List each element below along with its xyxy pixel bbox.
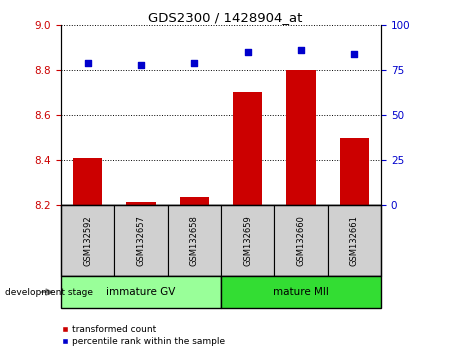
- Bar: [61, 205, 114, 276]
- Text: mature MII: mature MII: [273, 287, 329, 297]
- Point: [137, 63, 144, 68]
- Point: [191, 60, 198, 66]
- Text: GSM132657: GSM132657: [137, 215, 145, 266]
- Text: GSM132592: GSM132592: [83, 215, 92, 266]
- Text: development stage: development stage: [5, 287, 92, 297]
- Bar: [126, 202, 156, 205]
- Point: [297, 47, 304, 52]
- Point: [351, 51, 358, 57]
- Bar: [221, 205, 274, 276]
- Bar: [179, 198, 209, 205]
- Text: GSM132658: GSM132658: [190, 215, 199, 266]
- Point: [244, 49, 251, 55]
- Text: GSM132659: GSM132659: [243, 215, 252, 266]
- Bar: [328, 205, 381, 276]
- Text: GSM132660: GSM132660: [297, 215, 305, 266]
- Text: GSM132661: GSM132661: [350, 215, 359, 266]
- Bar: [286, 70, 316, 205]
- Bar: [340, 138, 369, 205]
- Bar: [61, 276, 221, 308]
- Text: immature GV: immature GV: [106, 287, 175, 297]
- Bar: [233, 92, 262, 205]
- Text: GDS2300 / 1428904_at: GDS2300 / 1428904_at: [148, 11, 303, 24]
- Bar: [168, 205, 221, 276]
- Point: [84, 60, 91, 66]
- Legend: transformed count, percentile rank within the sample: transformed count, percentile rank withi…: [61, 325, 225, 346]
- Bar: [114, 205, 168, 276]
- Bar: [73, 158, 102, 205]
- Bar: [221, 276, 381, 308]
- Bar: [274, 205, 328, 276]
